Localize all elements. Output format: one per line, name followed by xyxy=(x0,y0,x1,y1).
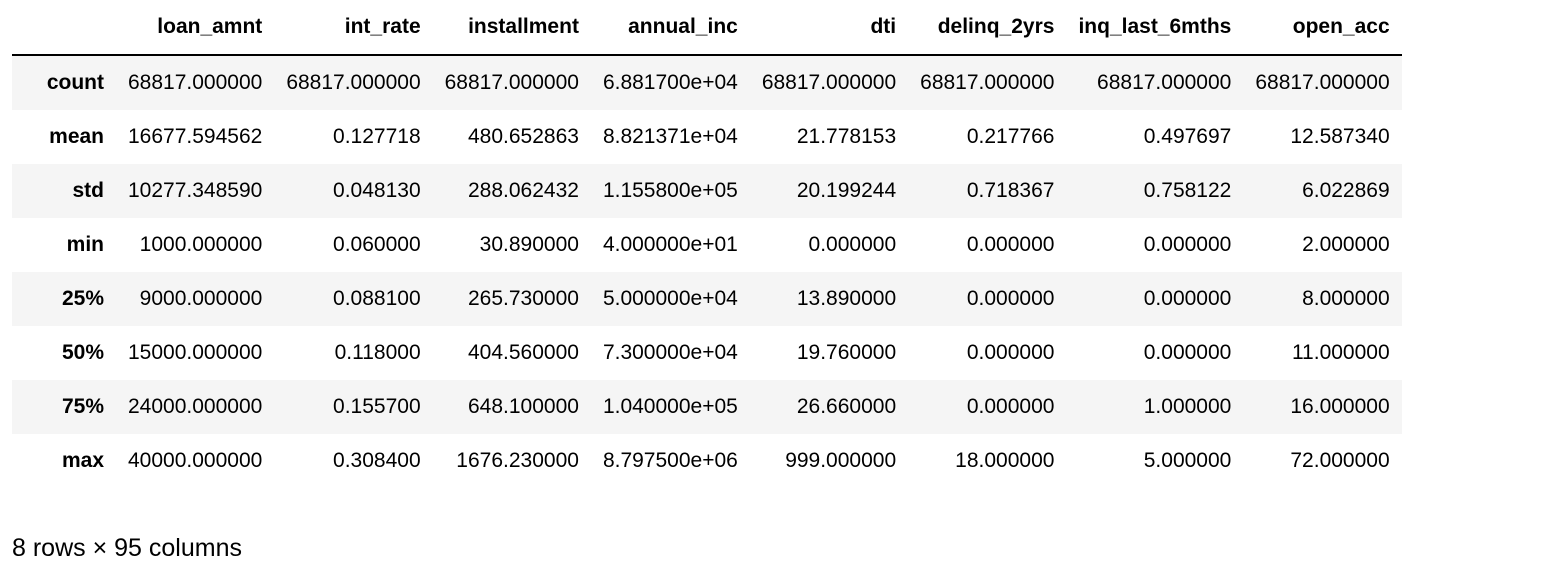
table-cell: 0.000000 xyxy=(1143,233,1232,256)
column-header: open_acc xyxy=(1243,0,1402,56)
table-cell: 0.000000 xyxy=(966,341,1055,364)
table-cell: 0.308400 xyxy=(333,449,421,472)
table-cell: 265.730000 xyxy=(467,287,579,310)
column-header: dti xyxy=(749,0,909,56)
table-cell: 68817.000000 xyxy=(761,71,897,94)
table-row: std 10277.348590 0.048130 288.062432 1.1… xyxy=(12,164,1402,218)
table-cell: 21.778153 xyxy=(796,125,897,148)
table-cell: 30.890000 xyxy=(479,233,579,256)
table-cell: 404.560000 xyxy=(467,341,579,364)
table-cell: 0.000000 xyxy=(1143,341,1232,364)
table-row: 50% 15000.000000 0.118000 404.560000 7.3… xyxy=(12,326,1402,380)
dataframe-shape-footer: 8 rows × 95 columns xyxy=(12,534,242,562)
table-cell: 0.088100 xyxy=(333,287,421,310)
table-cell: 0.497697 xyxy=(1143,125,1232,148)
table-cell: 5.000000e+04 xyxy=(602,287,738,310)
header-row: loan_amnt int_rate installment annual_in… xyxy=(12,0,1402,56)
table-cell: 12.587340 xyxy=(1290,125,1390,148)
table-cell: 0.000000 xyxy=(966,233,1055,256)
table-cell: 8.821371e+04 xyxy=(602,125,738,148)
table-cell: 0.118000 xyxy=(334,341,421,364)
table-cell: 26.660000 xyxy=(796,395,897,418)
column-header: annual_inc xyxy=(590,0,750,56)
table-cell: 24000.000000 xyxy=(128,395,263,418)
table-cell: 9000.000000 xyxy=(139,287,263,310)
table-cell: 68817.000000 xyxy=(920,71,1055,94)
table-cell: 18.000000 xyxy=(955,449,1055,472)
table-cell: 13.890000 xyxy=(796,287,897,310)
table-cell: 10277.348590 xyxy=(128,179,263,202)
column-header: delinq_2yrs xyxy=(908,0,1067,56)
table-cell: 0.000000 xyxy=(1143,287,1232,310)
table-cell: 1.000000 xyxy=(1143,395,1232,418)
table-cell: 68817.000000 xyxy=(1255,71,1390,94)
table-cell: 7.300000e+04 xyxy=(602,341,738,364)
table-cell: 999.000000 xyxy=(785,449,897,472)
table-cell: 4.000000e+01 xyxy=(602,233,738,256)
column-header: inq_last_6mths xyxy=(1066,0,1244,56)
table-cell: 16.000000 xyxy=(1290,395,1390,418)
table-cell: 6.881700e+04 xyxy=(602,71,738,94)
table-cell: 648.100000 xyxy=(467,395,579,418)
table-cell: 72.000000 xyxy=(1290,449,1390,472)
row-label: 25% xyxy=(61,287,104,310)
column-header: installment xyxy=(432,0,591,56)
row-label: 75% xyxy=(61,395,104,418)
table-cell: 0.217766 xyxy=(966,125,1055,148)
table-cell: 0.000000 xyxy=(966,287,1055,310)
table-cell: 16677.594562 xyxy=(128,125,263,148)
table-cell: 0.000000 xyxy=(966,395,1055,418)
column-header: loan_amnt xyxy=(116,0,275,56)
table-row: max 40000.000000 0.308400 1676.230000 8.… xyxy=(12,434,1402,488)
table-cell: 0.155700 xyxy=(333,395,421,418)
row-label: 50% xyxy=(61,341,104,364)
table-cell: 288.062432 xyxy=(467,179,579,202)
table-row: 75% 24000.000000 0.155700 648.100000 1.0… xyxy=(12,380,1402,434)
table-header: loan_amnt int_rate installment annual_in… xyxy=(12,0,1402,56)
table-cell: 68817.000000 xyxy=(128,71,263,94)
table-cell: 0.048130 xyxy=(333,179,421,202)
table-cell: 0.060000 xyxy=(333,233,421,256)
table-cell: 68817.000000 xyxy=(1097,71,1232,94)
table-cell: 40000.000000 xyxy=(128,449,263,472)
row-label: count xyxy=(46,71,104,94)
table-cell: 68817.000000 xyxy=(444,71,579,94)
table-cell: 1.040000e+05 xyxy=(602,395,738,418)
table-cell: 2.000000 xyxy=(1302,233,1390,256)
table-cell: 1.155800e+05 xyxy=(602,179,738,202)
table-row: count 68817.000000 68817.000000 68817.00… xyxy=(12,55,1402,110)
table-cell: 1000.000000 xyxy=(139,233,263,256)
table-cell: 0.718367 xyxy=(966,179,1055,202)
table-cell: 0.000000 xyxy=(808,233,897,256)
column-header: int_rate xyxy=(274,0,433,56)
row-label: max xyxy=(61,449,104,472)
table-row: 25% 9000.000000 0.088100 265.730000 5.00… xyxy=(12,272,1402,326)
dataframe-output: loan_amnt int_rate installment annual_in… xyxy=(12,0,1402,488)
table-body: count 68817.000000 68817.000000 68817.00… xyxy=(12,55,1402,488)
describe-table: loan_amnt int_rate installment annual_in… xyxy=(12,0,1402,488)
table-cell: 1676.230000 xyxy=(456,449,579,472)
table-cell: 19.760000 xyxy=(796,341,897,364)
table-cell: 8.797500e+06 xyxy=(602,449,738,472)
table-cell: 480.652863 xyxy=(467,125,579,148)
row-label: mean xyxy=(49,125,104,148)
table-cell: 15000.000000 xyxy=(128,341,263,364)
table-cell: 20.199244 xyxy=(796,179,897,202)
table-row: mean 16677.594562 0.127718 480.652863 8.… xyxy=(12,110,1402,164)
index-header-cell xyxy=(12,0,116,56)
row-label: min xyxy=(66,233,104,256)
table-cell: 11.000000 xyxy=(1291,341,1390,364)
table-cell: 8.000000 xyxy=(1302,287,1390,310)
table-cell: 5.000000 xyxy=(1143,449,1232,472)
table-cell: 6.022869 xyxy=(1302,179,1390,202)
table-cell: 68817.000000 xyxy=(286,71,421,94)
table-cell: 0.127718 xyxy=(333,125,421,148)
table-cell: 0.758122 xyxy=(1143,179,1232,202)
row-label: std xyxy=(72,179,105,202)
table-row: min 1000.000000 0.060000 30.890000 4.000… xyxy=(12,218,1402,272)
